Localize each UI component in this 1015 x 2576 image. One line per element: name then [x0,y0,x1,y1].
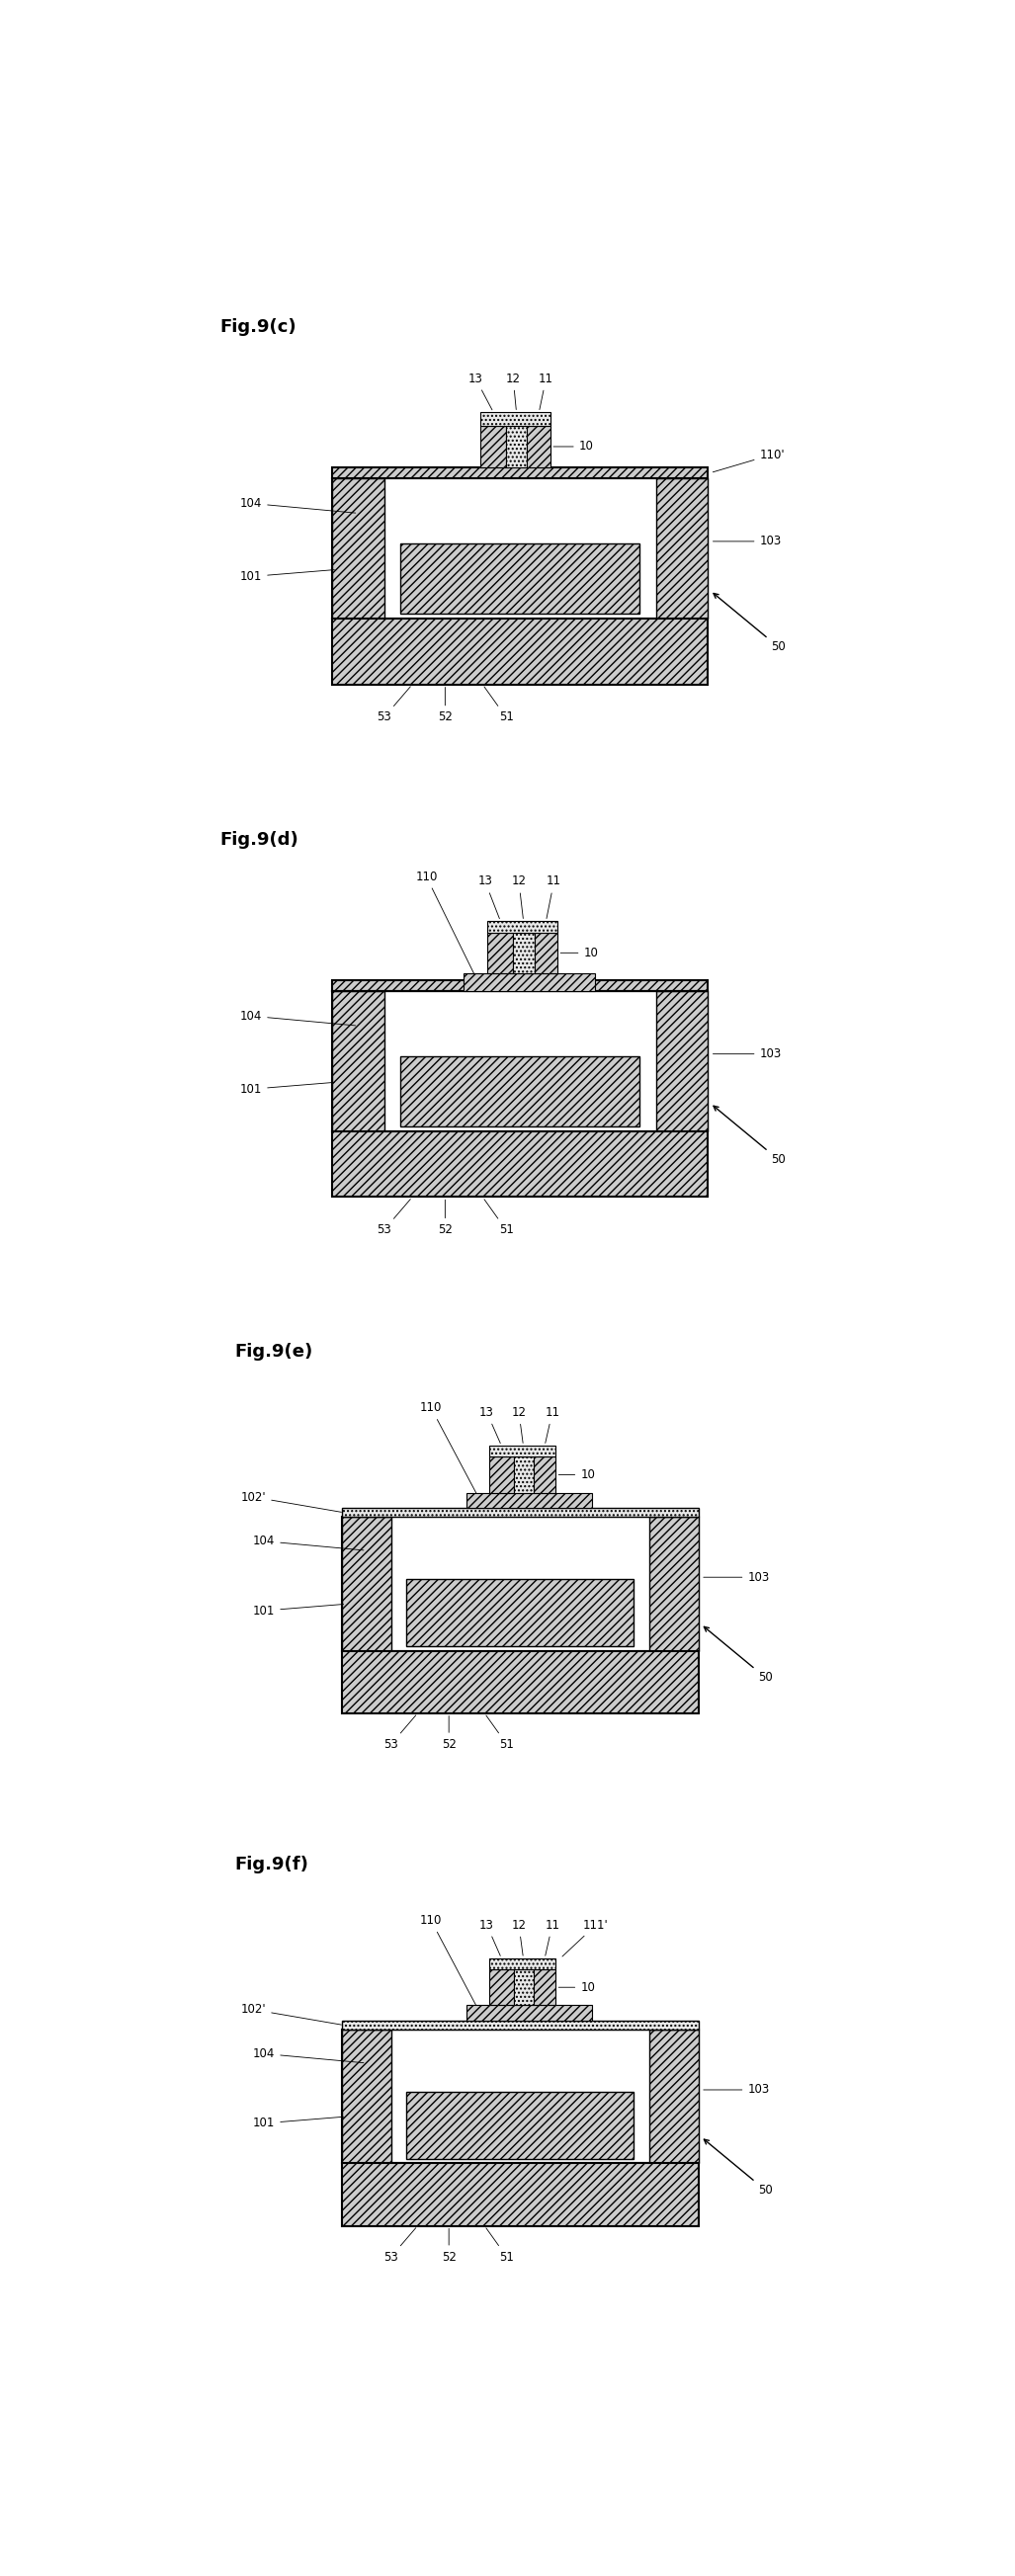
Text: 50: 50 [714,1105,786,1167]
Bar [342,2030,391,2164]
Text: 101: 101 [240,569,334,582]
Bar [657,992,707,1131]
Bar [467,2004,592,2020]
Text: 101: 101 [253,1605,343,1618]
Bar [333,479,384,618]
Text: 104: 104 [240,497,355,513]
Bar [489,1971,514,2004]
Text: 12: 12 [512,876,526,920]
Bar [333,981,707,992]
Text: 104: 104 [253,2048,363,2063]
Bar [464,974,595,992]
Text: 104: 104 [253,1535,363,1551]
Bar [342,2020,698,2030]
Text: 13: 13 [468,371,492,410]
Text: 12: 12 [512,1919,526,1955]
Text: 11: 11 [546,876,561,920]
Text: 101: 101 [240,1082,334,1095]
Bar [406,1579,634,1646]
Text: 102': 102' [241,1492,341,1512]
Text: 51: 51 [486,2228,515,2264]
Bar [489,1458,514,1492]
Text: Fig.9(c): Fig.9(c) [220,319,296,337]
Text: 12: 12 [512,1406,526,1443]
Text: 13: 13 [479,1406,500,1443]
Text: 13: 13 [479,1919,500,1955]
Bar [342,2164,698,2226]
Bar [342,1651,698,1713]
Bar [650,1517,698,1651]
Bar [401,1056,639,1126]
Bar [534,1971,556,2004]
Bar [401,544,639,613]
Text: Fig.9(d): Fig.9(d) [220,832,298,850]
Bar [514,1458,534,1492]
Bar [480,412,551,425]
Bar [342,1507,698,1517]
Bar [342,1517,698,1651]
Text: 102': 102' [241,2004,341,2025]
Text: 51: 51 [484,1200,514,1236]
Text: 13: 13 [478,876,499,920]
Bar [534,1458,556,1492]
Text: Fig.9(e): Fig.9(e) [234,1342,314,1360]
Text: 110': 110' [713,448,785,471]
Text: 50: 50 [704,2138,772,2197]
Text: 10: 10 [558,1468,595,1481]
Text: 52: 52 [442,1716,456,1752]
Text: 103: 103 [703,1571,769,1584]
Text: 11: 11 [539,371,553,410]
Bar [527,425,551,469]
Text: 101: 101 [253,2117,343,2130]
Text: 11: 11 [545,1919,559,1955]
Text: 103: 103 [703,2084,769,2097]
Bar [657,479,707,618]
Text: 53: 53 [384,2228,416,2264]
Text: 10: 10 [560,945,598,958]
Bar [333,992,707,1131]
Text: 12: 12 [505,371,521,410]
Bar [487,922,557,933]
Bar [489,1958,556,1971]
Bar [333,469,707,479]
Bar [534,933,557,974]
Bar [514,1971,534,2004]
Bar [467,1492,592,1507]
Bar [487,933,514,974]
Text: 50: 50 [704,1628,772,1685]
Bar [406,2092,634,2159]
Bar [514,933,534,974]
Text: 110: 110 [415,871,477,979]
Text: 11: 11 [545,1406,559,1443]
Text: 103: 103 [713,536,782,549]
Bar [333,1131,707,1198]
Text: 10: 10 [553,440,594,453]
Text: 110: 110 [420,1914,479,2009]
Text: 110: 110 [420,1401,479,1497]
Bar [489,1445,556,1458]
Bar [480,425,506,469]
Text: 51: 51 [484,688,514,724]
Text: 52: 52 [437,1200,453,1236]
Text: 111': 111' [562,1919,609,1955]
Bar [333,992,384,1131]
Bar [650,2030,698,2164]
Text: 51: 51 [486,1716,515,1752]
Bar [342,2030,698,2164]
Text: 10: 10 [558,1981,595,1994]
Text: 50: 50 [714,592,786,654]
Text: 103: 103 [713,1048,782,1061]
Bar [333,479,707,618]
Bar [333,618,707,685]
Text: 53: 53 [377,688,410,724]
Bar [342,1517,391,1651]
Bar [506,425,527,469]
Text: Fig.9(f): Fig.9(f) [234,1855,309,1873]
Text: 52: 52 [442,2228,456,2264]
Text: 53: 53 [377,1200,410,1236]
Text: 52: 52 [437,688,453,724]
Text: 53: 53 [384,1716,416,1752]
Text: 104: 104 [240,1010,355,1025]
